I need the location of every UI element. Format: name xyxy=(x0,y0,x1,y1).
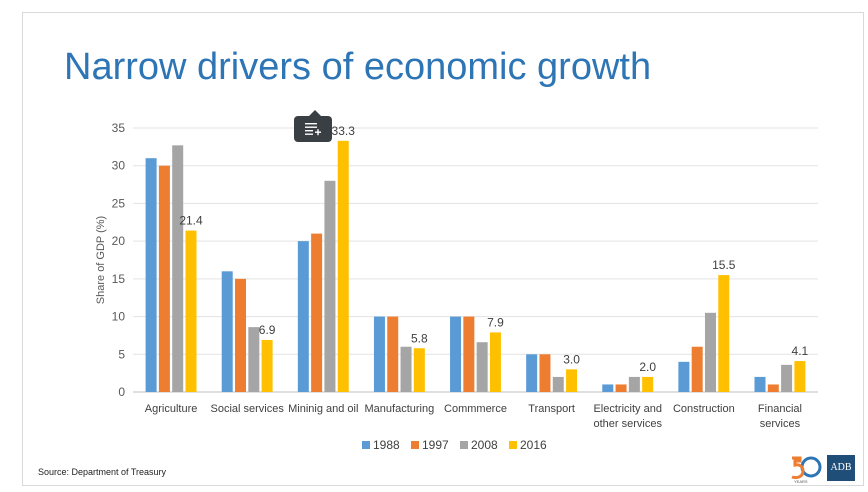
slide-title: Narrow drivers of economic growth xyxy=(64,46,652,88)
bar-2008 xyxy=(400,346,412,392)
legend-label-2008: 2008 xyxy=(471,438,498,452)
bar-2016 xyxy=(337,140,349,392)
bar-1988 xyxy=(297,241,309,392)
x-tick-label: Transport xyxy=(528,403,575,415)
data-label: 6.9 xyxy=(259,323,276,337)
legend-label-2016: 2016 xyxy=(520,438,547,452)
adb-logo: ADB xyxy=(827,455,855,481)
bar-1997 xyxy=(158,165,170,392)
data-label: 4.1 xyxy=(792,344,809,358)
bar-1997 xyxy=(311,233,323,392)
data-label: 3.0 xyxy=(563,352,580,366)
bar-2016 xyxy=(718,275,730,392)
legend-label-1988: 1988 xyxy=(373,438,400,452)
anniversary-logo: YEARS xyxy=(791,456,822,484)
legend-swatch-1997 xyxy=(411,441,419,449)
chart-legend: 1988 1997 2008 2016 xyxy=(362,438,547,452)
y-tick-label: 35 xyxy=(112,121,126,135)
bar-2016 xyxy=(794,361,806,392)
bar-1988 xyxy=(450,316,462,392)
data-label: 21.4 xyxy=(179,214,203,228)
bar-2008 xyxy=(781,364,793,392)
bar-2008 xyxy=(704,312,716,392)
bar-1988 xyxy=(221,271,233,392)
x-tick-label: Electricity and xyxy=(593,403,661,415)
logo-years-text: YEARS xyxy=(794,479,808,484)
chart-labels: 0 5 10 15 20 25 30 35 Share of GDP (%) 21.4 Agricu… xyxy=(95,121,809,430)
bar-2008 xyxy=(248,327,260,392)
list-add-icon xyxy=(305,123,321,136)
data-label: 33.3 xyxy=(332,124,356,138)
x-tick-label: other services xyxy=(593,418,662,430)
bar-1988 xyxy=(754,376,766,392)
x-tick-label: Commmerce xyxy=(444,403,507,415)
bar-1988 xyxy=(145,158,157,392)
x-tick-label: Mininig and oil xyxy=(288,403,358,415)
bar-1988 xyxy=(526,354,538,392)
source-note: Source: Department of Treasury xyxy=(38,467,167,477)
x-tick-label: Financial xyxy=(758,403,802,415)
data-label: 5.8 xyxy=(411,331,428,345)
legend-swatch-1988 xyxy=(362,441,370,449)
x-tick-label: Manufacturing xyxy=(365,403,435,415)
bar-1988 xyxy=(678,361,690,392)
y-axis-label: Share of GDP (%) xyxy=(95,216,107,304)
bar-1988 xyxy=(373,316,385,392)
y-tick-label: 15 xyxy=(112,272,126,286)
bar-2008 xyxy=(552,376,564,392)
bar-1997 xyxy=(387,316,399,392)
y-tick-label: 25 xyxy=(112,196,126,210)
legend-swatch-2016 xyxy=(509,441,517,449)
data-label: 2.0 xyxy=(639,360,656,374)
y-tick-label: 10 xyxy=(112,310,126,324)
bar-2016 xyxy=(566,369,578,392)
y-tick-label: 30 xyxy=(112,159,126,173)
y-tick-label: 20 xyxy=(112,234,126,248)
chart-bars xyxy=(145,140,806,392)
legend-swatch-2008 xyxy=(460,441,468,449)
bar-2016 xyxy=(185,230,197,392)
bar-1997 xyxy=(235,278,247,392)
bar-1997 xyxy=(539,354,551,392)
x-tick-label: services xyxy=(760,418,801,430)
bar-2016 xyxy=(413,348,425,392)
chart-gridlines xyxy=(133,127,818,393)
bar-1997 xyxy=(463,316,475,392)
bar-2008 xyxy=(172,145,184,392)
bar-2008 xyxy=(476,342,488,392)
bar-1997 xyxy=(615,384,627,392)
bar-2016 xyxy=(489,332,501,392)
data-label: 15.5 xyxy=(712,258,736,272)
bar-2008 xyxy=(324,180,336,392)
data-label: 7.9 xyxy=(487,315,504,329)
bar-2008 xyxy=(628,376,640,392)
x-tick-label: Construction xyxy=(673,403,735,415)
legend-label-1997: 1997 xyxy=(422,438,449,452)
y-tick-label: 5 xyxy=(118,347,125,361)
x-tick-label: Social services xyxy=(210,403,284,415)
y-tick-label: 0 xyxy=(118,385,125,399)
bar-2016 xyxy=(642,376,654,392)
bar-2016 xyxy=(261,339,273,392)
bar-1988 xyxy=(602,384,614,392)
bar-1997 xyxy=(691,346,703,392)
bar-1997 xyxy=(767,384,779,392)
quick-edit-button[interactable] xyxy=(294,110,332,142)
x-tick-label: Agriculture xyxy=(145,403,198,415)
